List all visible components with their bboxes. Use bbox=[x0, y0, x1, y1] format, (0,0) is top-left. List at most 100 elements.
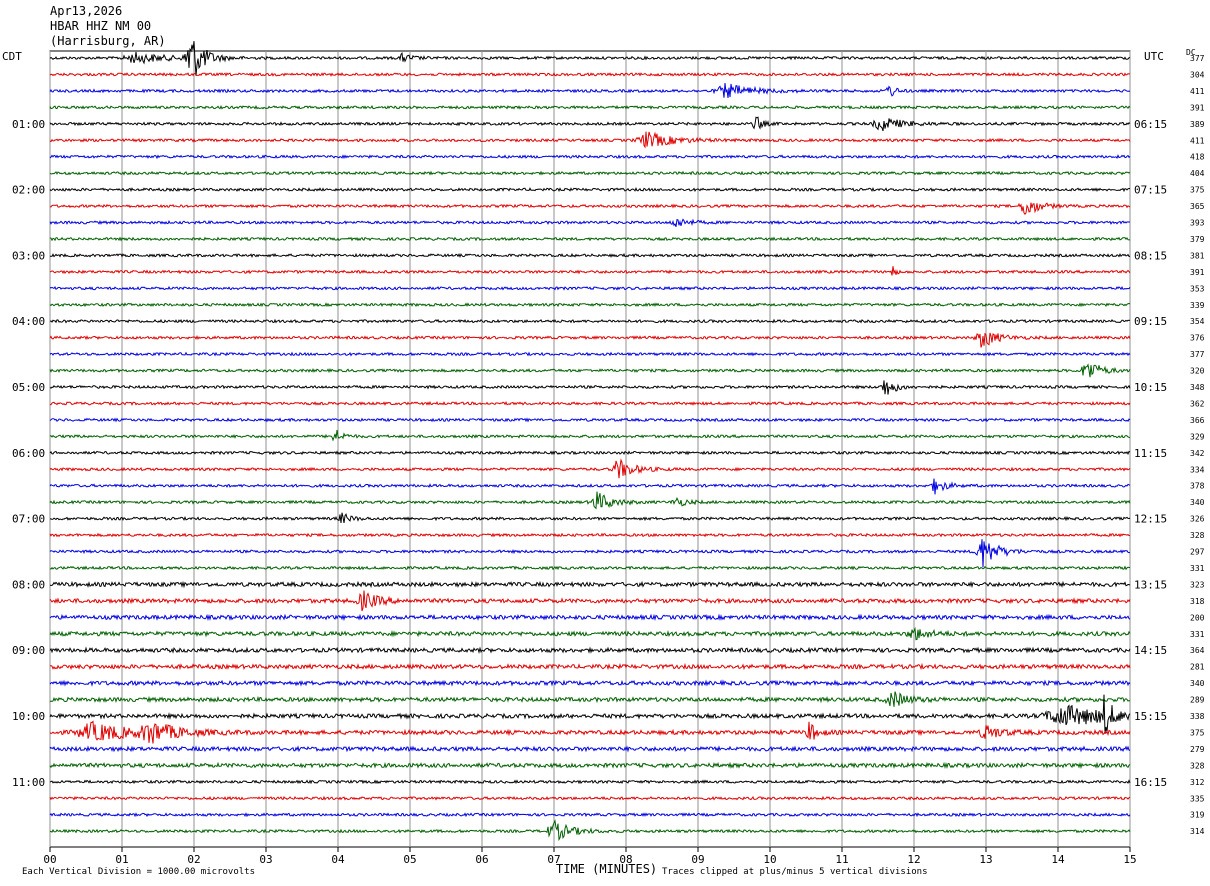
dc-value-row-30: 297 bbox=[1190, 548, 1205, 557]
trace-row-26 bbox=[49, 478, 1131, 495]
trace-row-0 bbox=[49, 41, 1131, 76]
x-tick-label-02: 02 bbox=[187, 853, 200, 866]
dc-value-row-11: 379 bbox=[1190, 235, 1205, 244]
trace-row-39 bbox=[49, 691, 1131, 707]
dc-value-row-24: 342 bbox=[1190, 449, 1205, 458]
right-time-label-16: 09:15 bbox=[1134, 315, 1167, 328]
dc-value-row-23: 329 bbox=[1190, 432, 1205, 441]
trace-row-36 bbox=[49, 646, 1131, 655]
trace-row-30 bbox=[49, 539, 1130, 568]
dc-value-row-14: 353 bbox=[1190, 284, 1205, 293]
dc-value-row-36: 364 bbox=[1190, 646, 1205, 655]
x-tick-label-03: 03 bbox=[259, 853, 272, 866]
trace-row-31 bbox=[49, 565, 1130, 571]
dc-value-row-25: 334 bbox=[1190, 465, 1205, 474]
left-time-label-12: 03:00 bbox=[12, 249, 45, 262]
dc-label: DC bbox=[1186, 48, 1196, 57]
dc-value-row-37: 281 bbox=[1190, 663, 1205, 672]
left-time-label-44: 11:00 bbox=[12, 776, 45, 789]
right-time-label-28: 12:15 bbox=[1134, 513, 1167, 526]
x-tick-label-15: 15 bbox=[1123, 853, 1136, 866]
dc-value-row-47: 314 bbox=[1190, 827, 1205, 836]
right-time-label-8: 07:15 bbox=[1134, 184, 1167, 197]
right-timezone-label: UTC bbox=[1144, 50, 1164, 63]
trace-row-42 bbox=[49, 745, 1131, 753]
dc-value-row-31: 331 bbox=[1190, 564, 1205, 573]
dc-value-row-21: 362 bbox=[1190, 399, 1205, 408]
x-tick-label-10: 10 bbox=[763, 853, 776, 866]
dc-value-row-29: 328 bbox=[1190, 531, 1205, 540]
dc-value-row-46: 319 bbox=[1190, 811, 1205, 820]
trace-row-24 bbox=[49, 450, 1131, 456]
left-time-label-28: 07:00 bbox=[12, 513, 45, 526]
trace-row-4 bbox=[49, 116, 1131, 132]
trace-row-7 bbox=[49, 170, 1131, 176]
trace-row-16 bbox=[49, 318, 1131, 324]
dc-value-row-19: 320 bbox=[1190, 367, 1205, 376]
dc-value-row-8: 375 bbox=[1190, 186, 1205, 195]
dc-value-row-17: 376 bbox=[1190, 334, 1205, 343]
dc-value-row-4: 389 bbox=[1190, 120, 1205, 129]
left-timezone-label: CDT bbox=[2, 50, 22, 63]
trace-row-22 bbox=[49, 417, 1131, 423]
dc-value-row-33: 318 bbox=[1190, 597, 1205, 606]
right-time-label-20: 10:15 bbox=[1134, 381, 1167, 394]
left-time-label-40: 10:00 bbox=[12, 710, 45, 723]
trace-row-12 bbox=[50, 252, 1131, 259]
x-tick-label-12: 12 bbox=[907, 853, 920, 866]
trace-row-38 bbox=[49, 679, 1131, 687]
trace-row-3 bbox=[49, 104, 1131, 110]
trace-row-27 bbox=[49, 491, 1131, 510]
plot-frame bbox=[49, 50, 1131, 848]
dc-value-row-12: 381 bbox=[1190, 251, 1205, 260]
dc-value-row-1: 304 bbox=[1190, 70, 1205, 79]
trace-row-40 bbox=[49, 694, 1131, 734]
dc-value-row-6: 418 bbox=[1190, 153, 1205, 162]
right-time-label-12: 08:15 bbox=[1134, 249, 1167, 262]
left-time-label-32: 08:00 bbox=[12, 578, 45, 591]
trace-row-14 bbox=[49, 285, 1131, 291]
dc-value-row-7: 404 bbox=[1190, 169, 1205, 178]
x-tick-label-08: 08 bbox=[619, 853, 632, 866]
dc-value-row-9: 365 bbox=[1190, 202, 1205, 211]
trace-row-32 bbox=[49, 580, 1131, 589]
trace-row-44 bbox=[49, 779, 1131, 785]
right-time-label-32: 13:15 bbox=[1134, 578, 1167, 591]
dc-value-row-34: 200 bbox=[1190, 613, 1205, 622]
dc-value-row-32: 323 bbox=[1190, 580, 1205, 589]
dc-value-row-20: 348 bbox=[1190, 383, 1205, 392]
trace-row-15 bbox=[49, 302, 1131, 308]
dc-value-row-39: 289 bbox=[1190, 696, 1205, 705]
dc-value-row-44: 312 bbox=[1190, 778, 1205, 787]
x-tick-label-07: 07 bbox=[547, 853, 560, 866]
clip-note: Traces clipped at plus/minus 5 vertical … bbox=[662, 867, 928, 877]
trace-row-6 bbox=[49, 154, 1131, 160]
scale-note: Each Vertical Division = 1000.00 microvo… bbox=[22, 867, 255, 877]
trace-row-33 bbox=[49, 590, 1131, 612]
trace-row-37 bbox=[49, 662, 1131, 671]
x-tick-label-09: 09 bbox=[691, 853, 704, 866]
trace-row-29 bbox=[49, 532, 1131, 538]
left-time-label-8: 02:00 bbox=[12, 184, 45, 197]
dc-value-row-26: 378 bbox=[1190, 482, 1205, 491]
trace-row-21 bbox=[49, 400, 1131, 406]
header-date: Apr13,2026 bbox=[50, 4, 123, 18]
trace-row-34 bbox=[49, 613, 1131, 622]
x-tick-label-06: 06 bbox=[475, 853, 488, 866]
dc-value-row-18: 377 bbox=[1190, 350, 1205, 359]
dc-value-row-27: 340 bbox=[1190, 498, 1205, 507]
dc-value-row-5: 411 bbox=[1190, 136, 1205, 145]
trace-row-19 bbox=[49, 363, 1131, 378]
left-time-label-36: 09:00 bbox=[12, 644, 45, 657]
dc-value-row-28: 326 bbox=[1190, 515, 1205, 524]
trace-row-17 bbox=[49, 332, 1131, 348]
x-tick-label-14: 14 bbox=[1051, 853, 1065, 866]
trace-row-11 bbox=[49, 236, 1131, 242]
x-axis-title: TIME (MINUTES) bbox=[556, 862, 658, 876]
dc-value-row-10: 393 bbox=[1190, 219, 1205, 228]
header-location: (Harrisburg, AR) bbox=[50, 34, 166, 48]
dc-value-row-13: 391 bbox=[1190, 268, 1205, 277]
dc-value-row-38: 340 bbox=[1190, 679, 1205, 688]
trace-row-5 bbox=[49, 131, 1131, 149]
